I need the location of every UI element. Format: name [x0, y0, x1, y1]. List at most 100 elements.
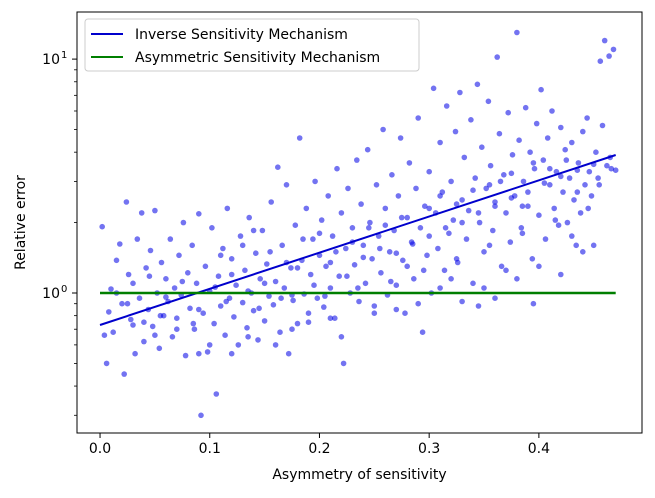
scatter-point — [426, 205, 433, 212]
scatter-point — [573, 242, 579, 249]
scatter-point — [119, 300, 125, 307]
scatter-point — [305, 319, 312, 326]
scatter-point — [332, 315, 338, 322]
scatter-point — [266, 293, 272, 299]
scatter-point — [525, 203, 531, 209]
scatter-point — [530, 160, 537, 166]
x-ticks: 0.0 0.1 0.2 0.3 0.4 — [89, 433, 550, 457]
scatter-point — [279, 242, 286, 249]
scatter-point — [481, 249, 487, 255]
scatter-point — [196, 211, 202, 217]
scatter-point — [217, 303, 224, 309]
scatter-point — [157, 312, 164, 319]
scatter-point — [356, 298, 362, 305]
scatter-point — [231, 314, 237, 320]
scatter-point — [441, 267, 448, 274]
scatter-point — [544, 135, 551, 141]
scatter-point — [377, 245, 383, 252]
scatter-point — [256, 305, 262, 312]
scatter-point — [505, 109, 512, 116]
scatter-point — [459, 298, 465, 305]
scatter-point — [496, 130, 503, 137]
scatter-point — [169, 334, 176, 340]
scatter-point — [283, 182, 290, 188]
scatter-point — [382, 222, 389, 228]
scatter-point — [294, 320, 301, 327]
scatter-point — [588, 193, 595, 199]
scatter-point — [542, 236, 549, 242]
scatter-point — [503, 210, 509, 216]
scatter-point — [487, 162, 494, 169]
scatter-point — [182, 352, 189, 359]
scatter-point — [527, 149, 533, 155]
scatter-point — [196, 350, 202, 357]
scatter-point — [338, 334, 345, 340]
scatter-point — [206, 342, 213, 348]
scatter-point — [547, 165, 553, 172]
scatter-point — [364, 146, 371, 153]
scatter-point — [146, 273, 153, 280]
scatter-layer — [99, 29, 619, 419]
scatter-point — [522, 104, 529, 111]
scatter-point — [312, 178, 318, 185]
scatter-point — [472, 175, 479, 181]
scatter-point — [406, 160, 413, 166]
scatter-point — [601, 37, 608, 44]
scatter-point — [459, 197, 465, 203]
scatter-point — [422, 203, 428, 209]
scatter-point — [176, 252, 182, 259]
scatter-point — [246, 214, 252, 221]
scatter-point — [228, 271, 235, 278]
scatter-point — [437, 285, 443, 291]
scatter-point — [457, 89, 463, 96]
scatter-point — [261, 280, 268, 287]
scatter-point — [333, 249, 339, 255]
scatter-point — [235, 342, 242, 348]
scatter-point — [358, 201, 364, 207]
scatter-point — [202, 263, 209, 270]
scatter-point — [141, 338, 147, 345]
scatter-point — [108, 286, 114, 292]
y-tick-label: 10 — [42, 52, 60, 68]
scatter-point — [599, 122, 606, 129]
scatter-point — [323, 263, 329, 270]
scatter-point — [430, 85, 437, 92]
scatter-point — [360, 242, 367, 249]
scatter-point — [250, 227, 257, 234]
scatter-point — [492, 203, 498, 209]
scatter-point — [209, 225, 215, 231]
scatter-point — [508, 195, 515, 201]
scatter-point — [264, 261, 270, 267]
scatter-point — [307, 271, 314, 278]
scatter-point — [514, 29, 520, 36]
scatter-point — [580, 249, 586, 255]
scatter-point — [329, 233, 336, 239]
scatter-point — [382, 205, 389, 212]
scatter-point — [147, 247, 154, 254]
scatter-point — [338, 210, 345, 216]
scatter-point — [516, 137, 522, 143]
scatter-point — [590, 242, 597, 249]
scatter-point — [452, 128, 459, 135]
y-tick-label: 10 — [42, 286, 60, 302]
scatter-point — [476, 219, 483, 226]
scatter-point — [228, 350, 235, 357]
scatter-point — [250, 307, 257, 314]
scatter-point — [228, 255, 235, 262]
scatter-point — [604, 162, 610, 169]
scatter-point — [420, 267, 427, 274]
scatter-point — [237, 233, 244, 239]
scatter-point — [174, 326, 180, 333]
scatter-point — [411, 276, 417, 282]
line-layer — [99, 154, 617, 326]
x-axis-label: Asymmetry of sensitivity — [272, 467, 446, 483]
scatter-point — [125, 271, 132, 278]
scatter-point — [610, 46, 617, 53]
scatter-point — [362, 280, 369, 287]
scatter-point — [593, 149, 599, 155]
scatter-point — [580, 128, 586, 135]
scatter-point — [132, 350, 138, 357]
scatter-point — [215, 273, 222, 280]
scatter-point — [327, 315, 334, 322]
scatter-point — [121, 371, 127, 377]
